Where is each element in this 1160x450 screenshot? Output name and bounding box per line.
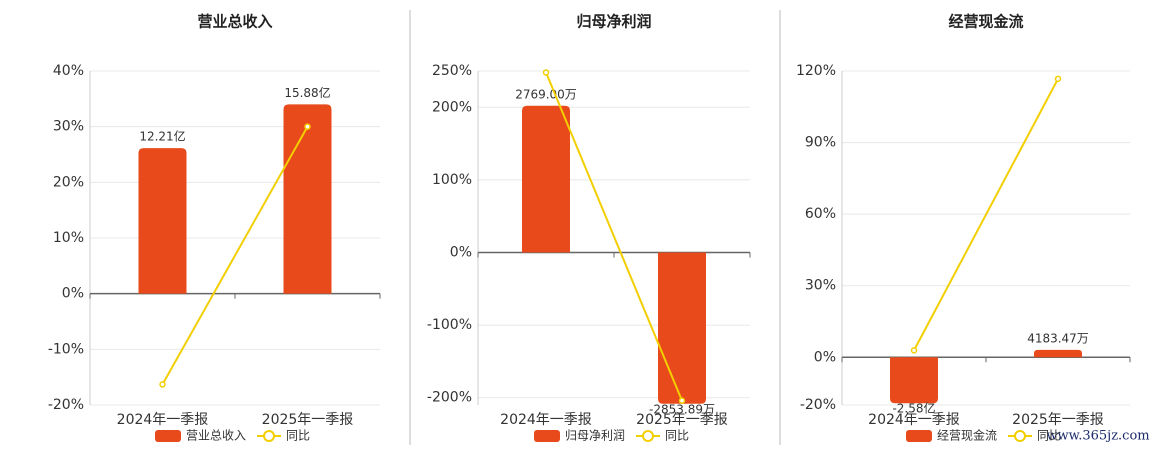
x-tick-label: 2024年一季报 bbox=[868, 412, 960, 428]
value-label: 12.21亿 bbox=[139, 129, 185, 144]
bar bbox=[1034, 349, 1082, 358]
line-point bbox=[910, 347, 918, 354]
bar bbox=[658, 252, 706, 404]
y-tick-label: -20% bbox=[800, 397, 836, 413]
x-tick-label: 2025年一季报 bbox=[262, 412, 354, 428]
x-tick-label: 2025年一季报 bbox=[636, 412, 728, 428]
y-tick-label: -20% bbox=[48, 397, 84, 413]
y-tick-label: 120% bbox=[796, 63, 836, 79]
legend-label: 归母净利润 bbox=[565, 429, 625, 443]
line bbox=[913, 78, 1059, 351]
chart-title: 营业总收入 bbox=[197, 13, 272, 31]
x-tick-label: 2024年一季报 bbox=[117, 412, 209, 428]
y-tick-label: 30% bbox=[53, 119, 84, 135]
legend-swatch bbox=[534, 430, 560, 442]
value-label: -2.58亿 bbox=[892, 401, 935, 416]
bar bbox=[890, 357, 938, 404]
chart-title: 归母净利润 bbox=[576, 13, 651, 31]
y-tick-label: 200% bbox=[432, 99, 472, 115]
legend-swatch bbox=[906, 430, 932, 442]
bar bbox=[138, 148, 187, 294]
line bbox=[545, 72, 683, 402]
legend-swatch bbox=[155, 430, 181, 442]
y-tick-label: 0% bbox=[814, 349, 836, 365]
bar bbox=[522, 105, 570, 253]
legend-label: 经营现金流 bbox=[937, 428, 997, 443]
x-tick-label: 2024年一季报 bbox=[500, 412, 592, 428]
y-tick-label: 0% bbox=[62, 286, 84, 302]
legend-label: 同比 bbox=[1037, 429, 1061, 443]
y-tick-label: 20% bbox=[53, 174, 84, 190]
line-point bbox=[1054, 75, 1062, 83]
y-tick-label: 30% bbox=[805, 278, 836, 294]
y-tick-label: 10% bbox=[53, 230, 84, 246]
legend-label: 同比 bbox=[286, 429, 310, 443]
value-label: 2769.00万 bbox=[515, 87, 577, 101]
value-label: 4183.47万 bbox=[1027, 331, 1089, 345]
y-tick-label: -100% bbox=[427, 317, 472, 333]
legend-marker bbox=[642, 430, 654, 442]
value-label: -2853.89万 bbox=[649, 402, 715, 416]
line bbox=[161, 126, 309, 385]
value-label: 15.88亿 bbox=[284, 85, 330, 100]
chart-title: 经营现金流 bbox=[948, 13, 1023, 31]
y-tick-label: 60% bbox=[805, 206, 836, 222]
legend-label: 营业总收入 bbox=[186, 429, 246, 443]
legend-marker bbox=[263, 430, 275, 442]
legend-marker bbox=[1014, 430, 1026, 442]
y-tick-label: 40% bbox=[53, 63, 84, 79]
watermark: www.365jz.com bbox=[1046, 429, 1149, 444]
legend-label: 同比 bbox=[665, 429, 689, 443]
line-point bbox=[304, 123, 311, 130]
line-point bbox=[678, 397, 686, 404]
x-tick-label: 2025年一季报 bbox=[1012, 412, 1104, 428]
y-tick-label: -200% bbox=[427, 390, 472, 406]
line-point bbox=[159, 381, 166, 388]
y-tick-label: 100% bbox=[432, 172, 472, 188]
y-tick-label: 0% bbox=[450, 245, 472, 261]
y-tick-label: -10% bbox=[48, 341, 84, 357]
y-tick-label: 90% bbox=[805, 135, 836, 151]
y-tick-label: 250% bbox=[432, 63, 472, 79]
bar bbox=[283, 104, 332, 294]
line-point bbox=[542, 69, 550, 76]
